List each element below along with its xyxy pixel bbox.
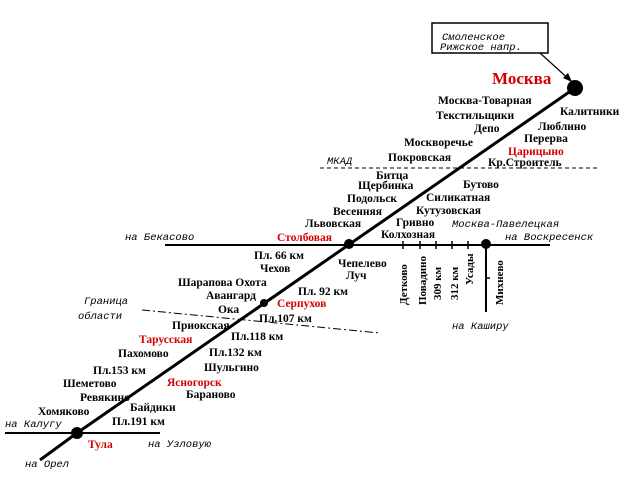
station-label: Царицыно <box>508 146 564 158</box>
direction-label: МКАД <box>327 156 353 168</box>
station-label: Столбовая <box>277 232 332 244</box>
station-label: Пл. 92 км <box>298 286 348 298</box>
station-label: Авангард <box>206 290 256 302</box>
station-label: Текстильщики <box>436 110 515 122</box>
station-label: Шульгино <box>204 362 259 374</box>
station-label: Тарусская <box>139 334 192 346</box>
direction-label: Смоленское <box>442 32 505 44</box>
direction-box <box>431 22 549 54</box>
station-label: Пахомово <box>118 348 169 360</box>
station-label: Ясногорск <box>167 377 222 389</box>
station-label: Калитники <box>560 106 620 118</box>
pavelets-node <box>481 239 491 249</box>
station-label: Кр.Строитель <box>488 157 562 169</box>
station-label: Пл. 66 км <box>254 250 304 262</box>
vertical-label: Михнево <box>494 260 506 305</box>
station-label: Тула <box>88 439 113 451</box>
station-label: Ока <box>218 304 239 316</box>
station-label: Весенняя <box>333 206 382 218</box>
direction-label: Граница <box>84 296 128 308</box>
direction-label: Москва-Павелецкая <box>452 219 559 231</box>
direction-label: на Калугу <box>5 419 62 431</box>
station-label: Пл.132 км <box>209 347 262 359</box>
direction-label: на Узловую <box>148 439 212 451</box>
vertical-label: Повадино <box>417 256 429 305</box>
branch-ticks <box>402 241 490 279</box>
station-label: Пл.191 км <box>112 416 165 428</box>
station-label: Львовская <box>305 218 361 230</box>
direction-label: области <box>78 310 122 323</box>
vertical-label: Детково <box>398 264 410 305</box>
station-label: Пл.118 км <box>231 331 283 343</box>
station-label: Люблино <box>538 121 587 133</box>
station-label: Приокская <box>172 320 230 332</box>
vertical-label: 312 км <box>449 266 461 300</box>
region-border <box>141 309 381 334</box>
station-label: Шеметово <box>63 378 117 390</box>
station-label: Чепелево <box>338 258 387 270</box>
direction-label: на Орел <box>25 459 69 471</box>
station-label: Москва <box>492 69 552 88</box>
station-label: Кутузовская <box>416 205 481 217</box>
station-label: Москва-Товарная <box>438 95 532 107</box>
station-label: Москворечье <box>404 137 473 149</box>
station-label: Серпухов <box>277 298 326 310</box>
station-label: Покровская <box>388 152 451 164</box>
station-label: Колхозная <box>381 229 435 241</box>
station-label: Чехов <box>260 263 290 275</box>
station-label: Ревякино <box>80 392 130 404</box>
station-label: Перерва <box>524 133 568 145</box>
vertical-label: Усады <box>464 253 476 285</box>
station-label: Силикатная <box>426 192 490 204</box>
station-label: Бутово <box>463 179 499 191</box>
station-label: Бараново <box>186 389 236 401</box>
main-line <box>76 86 576 435</box>
stolbovaya-node <box>344 239 354 249</box>
direction-label: на Каширу <box>452 321 509 333</box>
arrow-head <box>563 73 572 82</box>
station-label: Подольск <box>347 193 397 205</box>
station-label: Хомяково <box>38 406 90 418</box>
station-label: Пл.107 км <box>259 313 312 325</box>
serpukhov-node <box>260 299 268 307</box>
station-label: Шарапова Охота <box>178 277 267 289</box>
direction-label: Рижское напр. <box>440 42 522 54</box>
vertical-label: 309 км <box>432 266 444 300</box>
station-label: Пл.153 км <box>93 365 146 377</box>
station-label: Депо <box>474 123 500 135</box>
station-label: Луч <box>346 270 367 282</box>
station-label: Битца <box>376 170 409 182</box>
station-label: Байдики <box>130 402 176 414</box>
line-to-orel <box>39 431 78 462</box>
direction-label: на Воскресенск <box>505 232 594 244</box>
station-label: Гривно <box>396 217 434 229</box>
station-label: Щербинка <box>358 180 414 192</box>
tula-node <box>71 427 83 439</box>
direction-label: на Бекасово <box>125 232 194 244</box>
moscow-node <box>567 80 583 96</box>
